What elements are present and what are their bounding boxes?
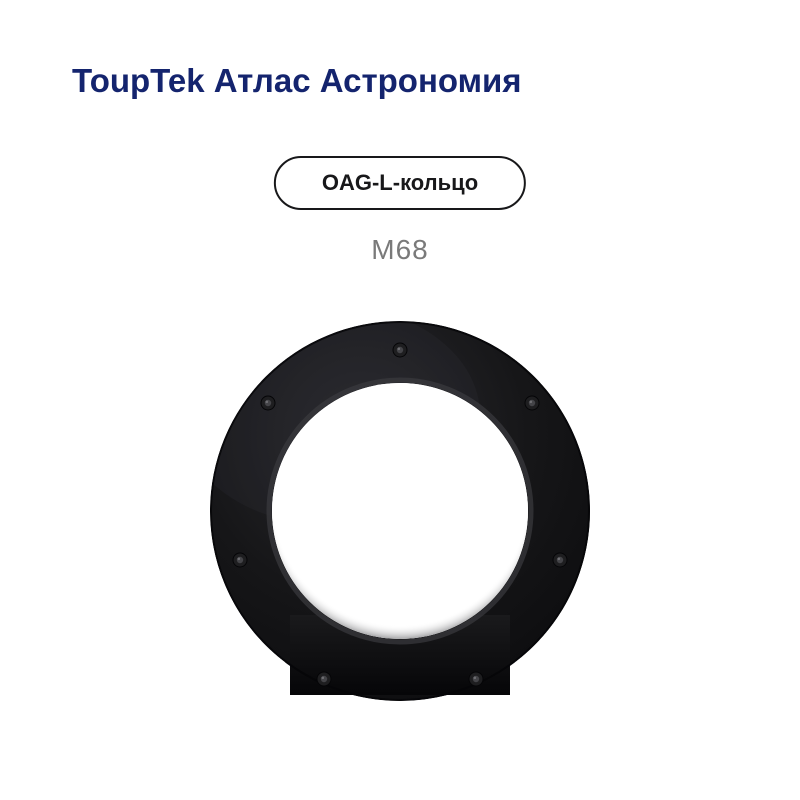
ring-svg: [200, 315, 600, 715]
model-label: M68: [371, 234, 428, 266]
brand-title: ToupTek Атлас Астрономия: [72, 62, 522, 100]
ring-inner-rim-shine: [272, 383, 528, 639]
product-pill: OAG-L-кольцо: [274, 156, 526, 210]
ring-diagram: [200, 315, 600, 715]
